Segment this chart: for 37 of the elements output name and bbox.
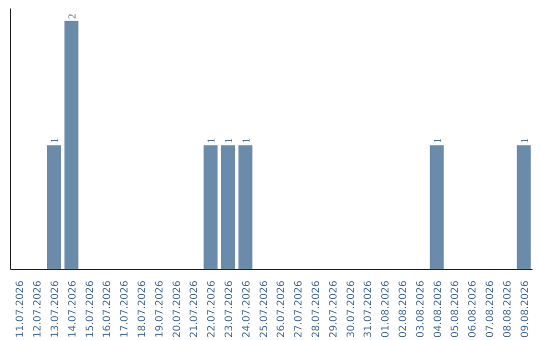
x-tick-label: 31.07.2026	[363, 280, 374, 338]
x-tick-label: 19.07.2026	[154, 280, 166, 338]
x-tick-label: 27.07.2026	[294, 280, 305, 338]
x-tick-label: 16.07.2026	[102, 280, 114, 338]
x-tick-label: 02.08.2026	[398, 280, 409, 338]
x-tick-label: 04.08.2026	[432, 280, 444, 338]
x-tick-label: 15.07.2026	[84, 280, 96, 338]
x-tick-label: 17.07.2026	[120, 280, 131, 338]
x-tick-label: 18.07.2026	[137, 280, 148, 338]
data-label: 1	[520, 138, 531, 144]
x-tick-label: 24.07.2026	[241, 280, 252, 338]
x-tick-label: 06.08.2026	[468, 280, 479, 338]
x-tick-label: 11.07.2026	[15, 280, 26, 338]
x-tick-label: 23.07.2026	[224, 280, 235, 338]
x-tick-label: 22.07.2026	[206, 280, 218, 338]
data-label: 1	[432, 138, 444, 144]
x-tick-label: 26.07.2026	[276, 280, 288, 338]
x-tick-label: 20.07.2026	[172, 280, 183, 338]
x-tick-label: 05.08.2026	[450, 280, 462, 338]
x-tick-label: 12.07.2026	[32, 280, 44, 338]
x-tick-label: 30.07.2026	[346, 280, 357, 338]
x-tick-label: 03.08.2026	[415, 280, 426, 338]
data-label: 2	[67, 14, 78, 19]
x-tick-label: 25.07.2026	[258, 280, 270, 338]
x-tick-label: 07.08.2026	[485, 280, 496, 338]
data-label: 1	[224, 138, 235, 144]
x-tick-label: 14.07.2026	[67, 280, 78, 338]
x-tick-label: 13.07.2026	[50, 280, 61, 338]
data-label: 1	[241, 138, 252, 144]
x-tick-label: 08.08.2026	[502, 280, 514, 338]
x-tick-label: 28.07.2026	[311, 280, 322, 338]
x-tick-label: 29.07.2026	[328, 280, 340, 338]
data-label: 1	[206, 138, 218, 144]
data-label: 1	[50, 138, 61, 144]
x-tick-label: 01.08.2026	[380, 280, 392, 338]
x-tick-label: 21.07.2026	[189, 280, 200, 338]
x-tick-label: 09.08.2026	[520, 280, 531, 338]
